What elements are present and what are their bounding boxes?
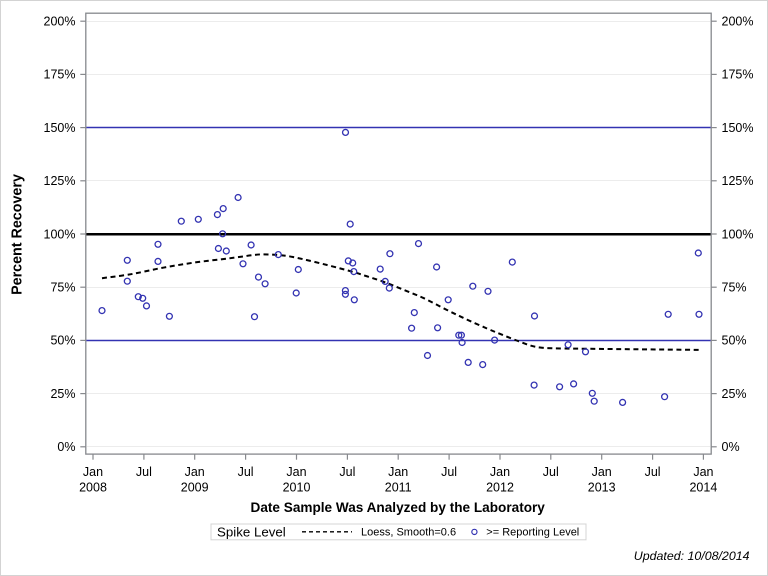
svg-text:75%: 75% <box>50 281 75 295</box>
svg-text:175%: 175% <box>722 68 754 82</box>
svg-text:50%: 50% <box>50 334 75 348</box>
svg-text:200%: 200% <box>44 15 76 29</box>
svg-text:2008: 2008 <box>79 480 107 494</box>
svg-text:Jul: Jul <box>645 465 661 479</box>
svg-text:Spike Level: Spike Level <box>217 525 286 540</box>
svg-text:Jan: Jan <box>83 465 103 479</box>
svg-text:Jul: Jul <box>136 465 152 479</box>
svg-text:Percent Recovery: Percent Recovery <box>10 174 26 295</box>
svg-text:0%: 0% <box>722 440 740 454</box>
svg-text:Jul: Jul <box>339 465 355 479</box>
svg-text:125%: 125% <box>44 174 76 188</box>
svg-text:150%: 150% <box>44 121 76 135</box>
svg-text:50%: 50% <box>722 334 747 348</box>
svg-text:Jan: Jan <box>592 465 612 479</box>
svg-text:Jan: Jan <box>388 465 408 479</box>
svg-text:>= Reporting Level: >= Reporting Level <box>486 527 579 539</box>
svg-text:Loess, Smooth=0.6: Loess, Smooth=0.6 <box>361 527 456 539</box>
svg-text:75%: 75% <box>722 281 747 295</box>
svg-text:Jul: Jul <box>441 465 457 479</box>
svg-text:Jul: Jul <box>238 465 254 479</box>
svg-text:150%: 150% <box>722 121 754 135</box>
svg-text:Jan: Jan <box>693 465 713 479</box>
svg-text:2010: 2010 <box>283 480 311 494</box>
svg-text:2014: 2014 <box>689 480 717 494</box>
svg-text:2009: 2009 <box>181 480 209 494</box>
svg-text:2011: 2011 <box>385 480 412 494</box>
svg-text:Jan: Jan <box>286 465 306 479</box>
svg-text:0%: 0% <box>57 440 75 454</box>
svg-text:Jan: Jan <box>490 465 510 479</box>
svg-text:Updated: 10/08/2014: Updated: 10/08/2014 <box>634 549 750 563</box>
svg-text:Date Sample Was Analyzed by th: Date Sample Was Analyzed by the Laborato… <box>251 500 546 515</box>
svg-text:Jul: Jul <box>543 465 559 479</box>
svg-text:100%: 100% <box>722 227 754 241</box>
svg-text:175%: 175% <box>44 68 76 82</box>
svg-text:2013: 2013 <box>588 480 616 494</box>
svg-text:25%: 25% <box>722 387 747 401</box>
svg-text:100%: 100% <box>44 227 76 241</box>
svg-text:2012: 2012 <box>486 480 514 494</box>
svg-text:200%: 200% <box>722 15 754 29</box>
svg-text:Jan: Jan <box>185 465 205 479</box>
svg-text:25%: 25% <box>50 387 75 401</box>
svg-text:125%: 125% <box>722 174 754 188</box>
